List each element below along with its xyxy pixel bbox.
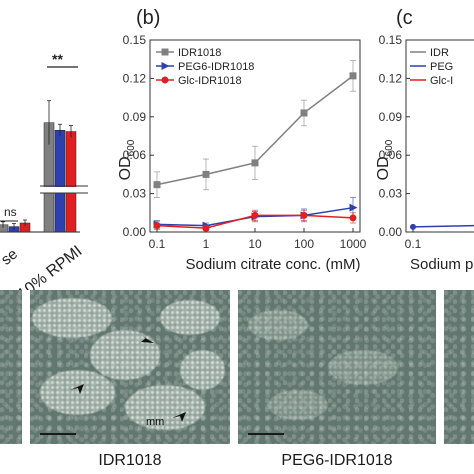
bar [54,129,66,233]
x-tick-label-1: 10% RPMI [15,243,86,290]
micrograph-right-partial [444,290,474,444]
panel-c-label: (c [396,7,413,29]
data-point [202,170,210,178]
legend-marker [161,62,170,70]
data-point [153,181,161,189]
data-point [349,203,358,212]
micrograph-idr1018-annotations: mm [70,336,186,428]
panel-c-partial-chart: (c OD600 0.00 0.03 0.06 0.09 0.12 0.15 0.1 IDR P… [375,7,474,273]
data-point [349,72,357,80]
y-tick-label: 0.15 [123,33,147,47]
data-point [251,159,259,167]
x-tick-label: 0.1 [405,237,422,251]
y-tick-label: 0.03 [379,187,403,201]
x-tick-label: 10 [248,237,262,251]
y-tick-label: 0.06 [379,148,403,162]
legend-marker [161,76,169,84]
data-point [153,222,161,230]
micrograph-peg6-idr1018 [238,290,436,444]
micrograph-idr1018: mm [30,290,230,444]
scale-bar [40,433,76,435]
legend-label: Glc-I [430,75,453,87]
panel-b-line-chart: (b) OD600 0.00 0.03 0.06 0.09 0.12 0.15 0.1 1 10… [117,7,366,273]
panel-b-ylabel: OD600 [117,139,137,180]
x-tick-label: 1 [203,237,210,251]
bar [65,131,77,233]
svg-text:OD600: OD600 [117,139,137,180]
panel-b-xlabel: Sodium citrate conc. (mM) [185,256,360,273]
legend-label: Glc-IDR1018 [178,75,242,87]
data-point [349,214,357,222]
y-tick-label: 0.06 [123,148,147,162]
panel-b-plot-area: 0.00 0.03 0.06 0.09 0.12 0.15 0.1 1 10 100 1000 IDR… [123,33,366,251]
y-tick-label: 0.15 [379,33,403,47]
y-tick-label: 0.09 [123,110,147,124]
x-tick-label: 100 [294,237,314,251]
plot-frame [405,39,474,233]
data-point [251,211,259,219]
data-point [300,109,308,117]
panel-c-ylabel: OD600 [375,139,395,180]
arrowhead-icon [70,384,84,394]
y-tick-label: 0.03 [123,187,147,201]
panel-a-bars [0,100,77,233]
x-tick-label: 1000 [340,237,366,251]
legend-label: PEG [430,61,453,73]
legend-label: IDR1018 [178,47,221,59]
scale-bar [248,433,284,435]
sig-label: ** [52,51,63,67]
x-tick-label: 0.1 [149,237,166,251]
arrowhead-icon [141,336,154,343]
data-point [202,224,210,232]
data-point [300,211,308,219]
legend-label: IDR [430,47,449,59]
y-tick-label: 0.09 [379,110,403,124]
y-tick-label: 0.00 [123,225,147,239]
y-tick-label: 0.12 [379,71,403,85]
micrograph-left-partial [0,290,22,444]
x-tick-label-0: se [0,245,21,268]
mm-label: mm [146,416,164,428]
axis-break [40,187,90,193]
legend-marker [161,48,169,56]
panel-c-axes: 0.00 0.03 0.06 0.09 0.12 0.15 0.1 IDR PEG Glc-I [379,33,474,251]
y-tick-label: 0.12 [123,71,147,85]
series-line [412,224,474,228]
panel-a-bar-chart: ns ** se 10% RPMI [0,51,90,290]
caption-peg6-idr1018: PEG6-IDR1018 [281,452,393,469]
svg-text:OD600: OD600 [375,139,395,180]
panel-b-label: (b) [136,7,160,29]
data-point [410,223,416,230]
panel-c-xlabel: Sodium p [410,256,473,273]
legend-label: PEG6-IDR1018 [178,61,254,73]
ns-label: ns [4,205,17,219]
caption-idr1018: IDR1018 [98,452,162,469]
y-tick-label: 0.00 [379,225,403,239]
bar [0,224,9,233]
arrowhead-icon [172,412,186,422]
